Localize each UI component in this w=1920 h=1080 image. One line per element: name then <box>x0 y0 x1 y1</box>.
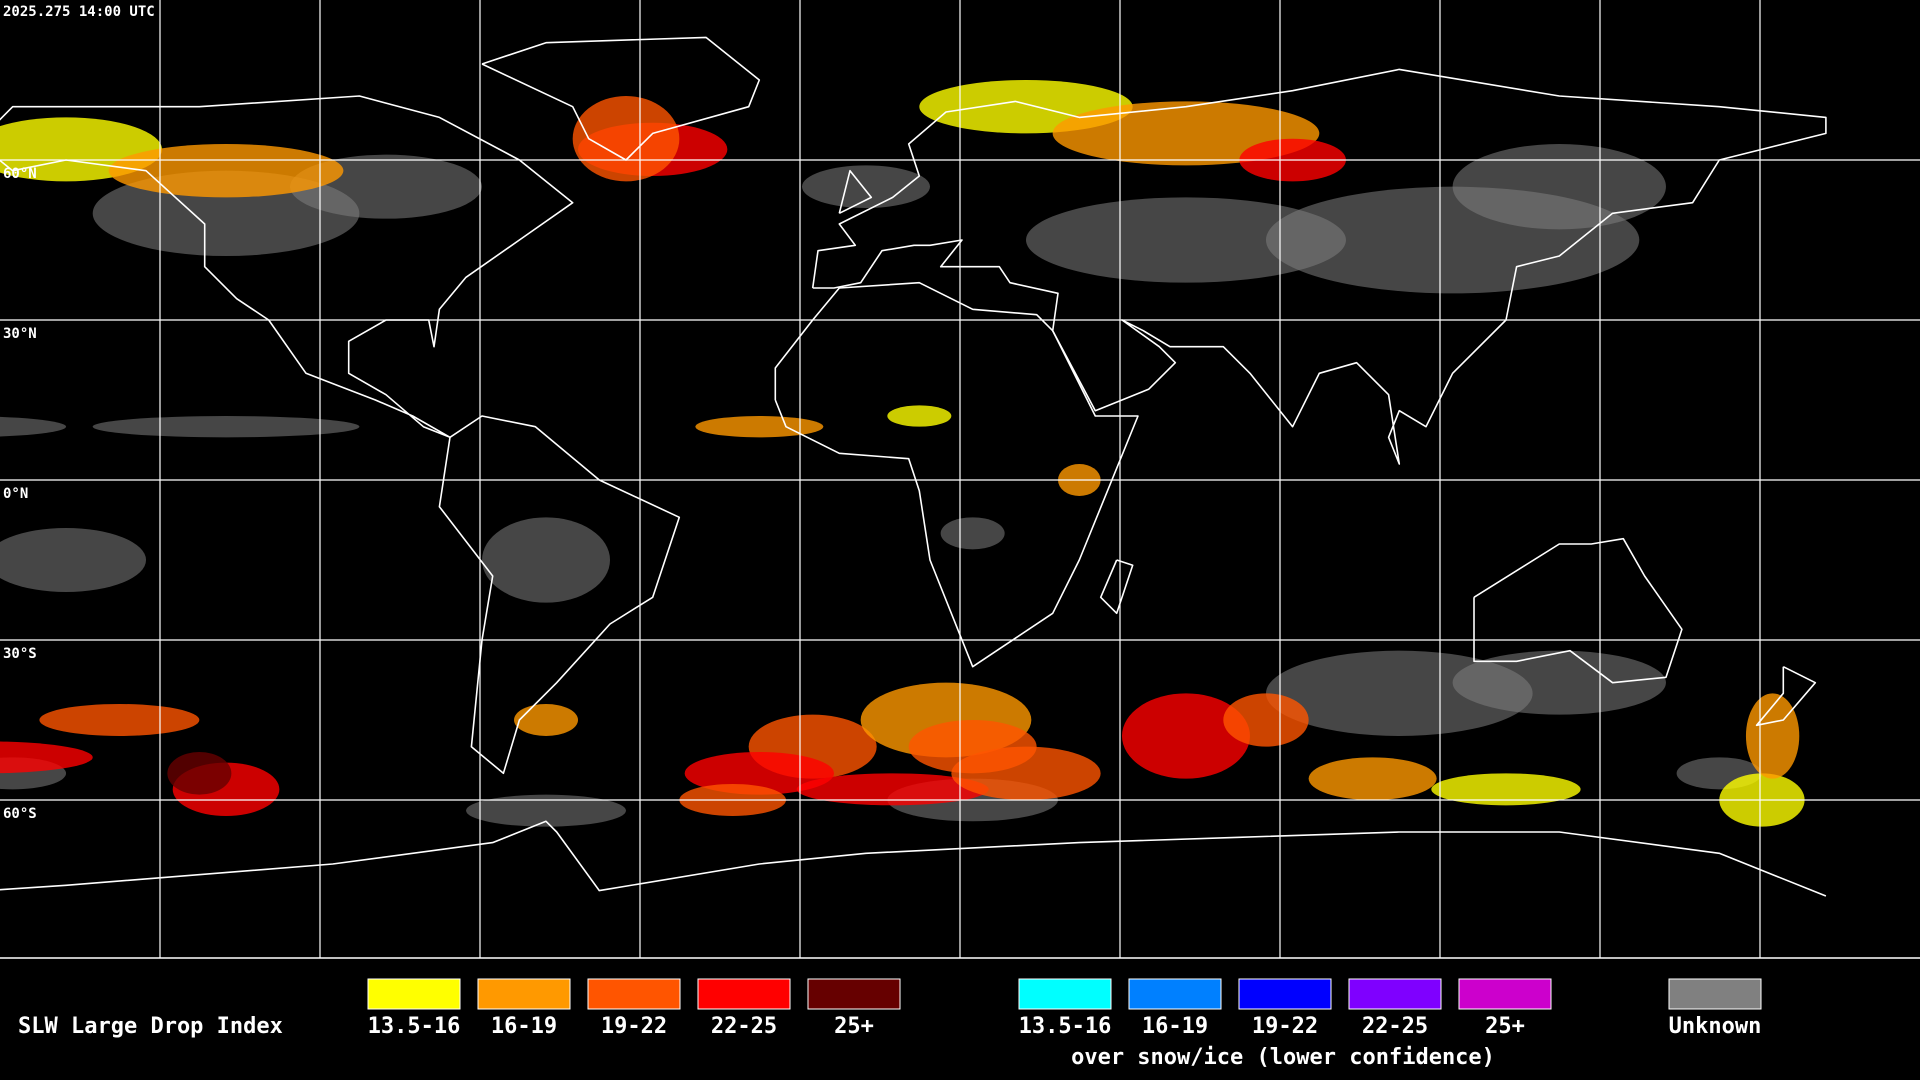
legend-swatch <box>367 978 461 1010</box>
slw-cloud <box>1745 693 1800 779</box>
legend-swatch <box>1348 978 1442 1010</box>
slw-cloud <box>1431 773 1581 806</box>
legend-label: 19-22 <box>1252 1014 1318 1039</box>
legend-label: 25+ <box>834 1014 874 1039</box>
legend-swatch <box>1128 978 1222 1010</box>
slw-cloud <box>1308 757 1437 800</box>
legend-label: 16-19 <box>491 1014 557 1039</box>
slw-cloud <box>951 746 1101 800</box>
legend-label: 22-25 <box>1362 1014 1428 1039</box>
coastline <box>438 415 681 775</box>
slw-cloud <box>1223 693 1309 747</box>
unknown-cloud <box>1452 650 1666 715</box>
timestamp: 2025.275 14:00 UTC <box>3 4 155 20</box>
unknown-cloud <box>0 416 67 437</box>
legend-swatch <box>1458 978 1552 1010</box>
coastline <box>1099 559 1134 615</box>
slw-cloud <box>796 773 989 806</box>
unknown-cloud <box>466 794 627 827</box>
latitude-label: 0°N <box>3 486 28 502</box>
coastline <box>0 95 574 439</box>
latitude-label: 30°S <box>3 646 37 662</box>
coastlines <box>0 36 1827 897</box>
slw-cloud <box>39 703 200 736</box>
legend-title: SLW Large Drop Index <box>18 1014 283 1039</box>
unknown-cloud <box>92 416 360 438</box>
snow-ice-caption: over snow/ice (lower confidence) <box>1071 1045 1495 1070</box>
graticule: 60°N 30°N 0°N 30°S 60°S <box>0 0 1920 958</box>
legend-label: 25+ <box>1485 1014 1525 1039</box>
latitude-label: 60°S <box>3 806 37 822</box>
slw-cloud <box>167 751 232 795</box>
coastline <box>838 169 873 215</box>
legend-swatch <box>1238 978 1332 1010</box>
latitude-label: 30°N <box>3 326 37 342</box>
latitude-label: 60°N <box>3 166 37 182</box>
slw-cloud <box>514 703 579 736</box>
coastline <box>481 36 761 161</box>
legend-swatch <box>587 978 681 1010</box>
unknown-cloud <box>940 517 1005 550</box>
slw-cloud <box>695 416 824 438</box>
legend-swatch <box>697 978 791 1010</box>
legend-label: 22-25 <box>711 1014 777 1039</box>
unknown-cloud <box>0 528 147 592</box>
slw-cloud <box>684 751 835 795</box>
legend: 13.5-16 16-19 19-22 22-25 25+ 13.5-16 16-19 19-… <box>367 978 1762 1039</box>
legend-swatch <box>477 978 571 1010</box>
coastline <box>1473 537 1683 684</box>
unknown-cloud <box>1025 197 1346 283</box>
legend-swatch <box>807 978 901 1010</box>
slw-cloud <box>0 741 93 774</box>
slw-cloud <box>108 144 344 198</box>
legend-label: 19-22 <box>601 1014 667 1039</box>
coastline <box>774 281 1139 668</box>
slw-cloud <box>887 405 952 427</box>
slw-cloud <box>1121 693 1250 779</box>
legend-swatch <box>1668 978 1762 1010</box>
legend-label: Unknown <box>1669 1014 1762 1039</box>
unknown-cloud <box>1452 144 1666 230</box>
unknown-cloud <box>802 165 930 209</box>
legend-label: 13.5-16 <box>1019 1014 1112 1039</box>
coastline <box>0 820 1827 897</box>
unknown-cloud <box>482 517 611 603</box>
coastline <box>1755 665 1817 727</box>
coastline <box>811 68 1827 465</box>
legend-label: 13.5-16 <box>368 1014 461 1039</box>
legend-swatch <box>1018 978 1112 1010</box>
legend-label: 16-19 <box>1142 1014 1208 1039</box>
